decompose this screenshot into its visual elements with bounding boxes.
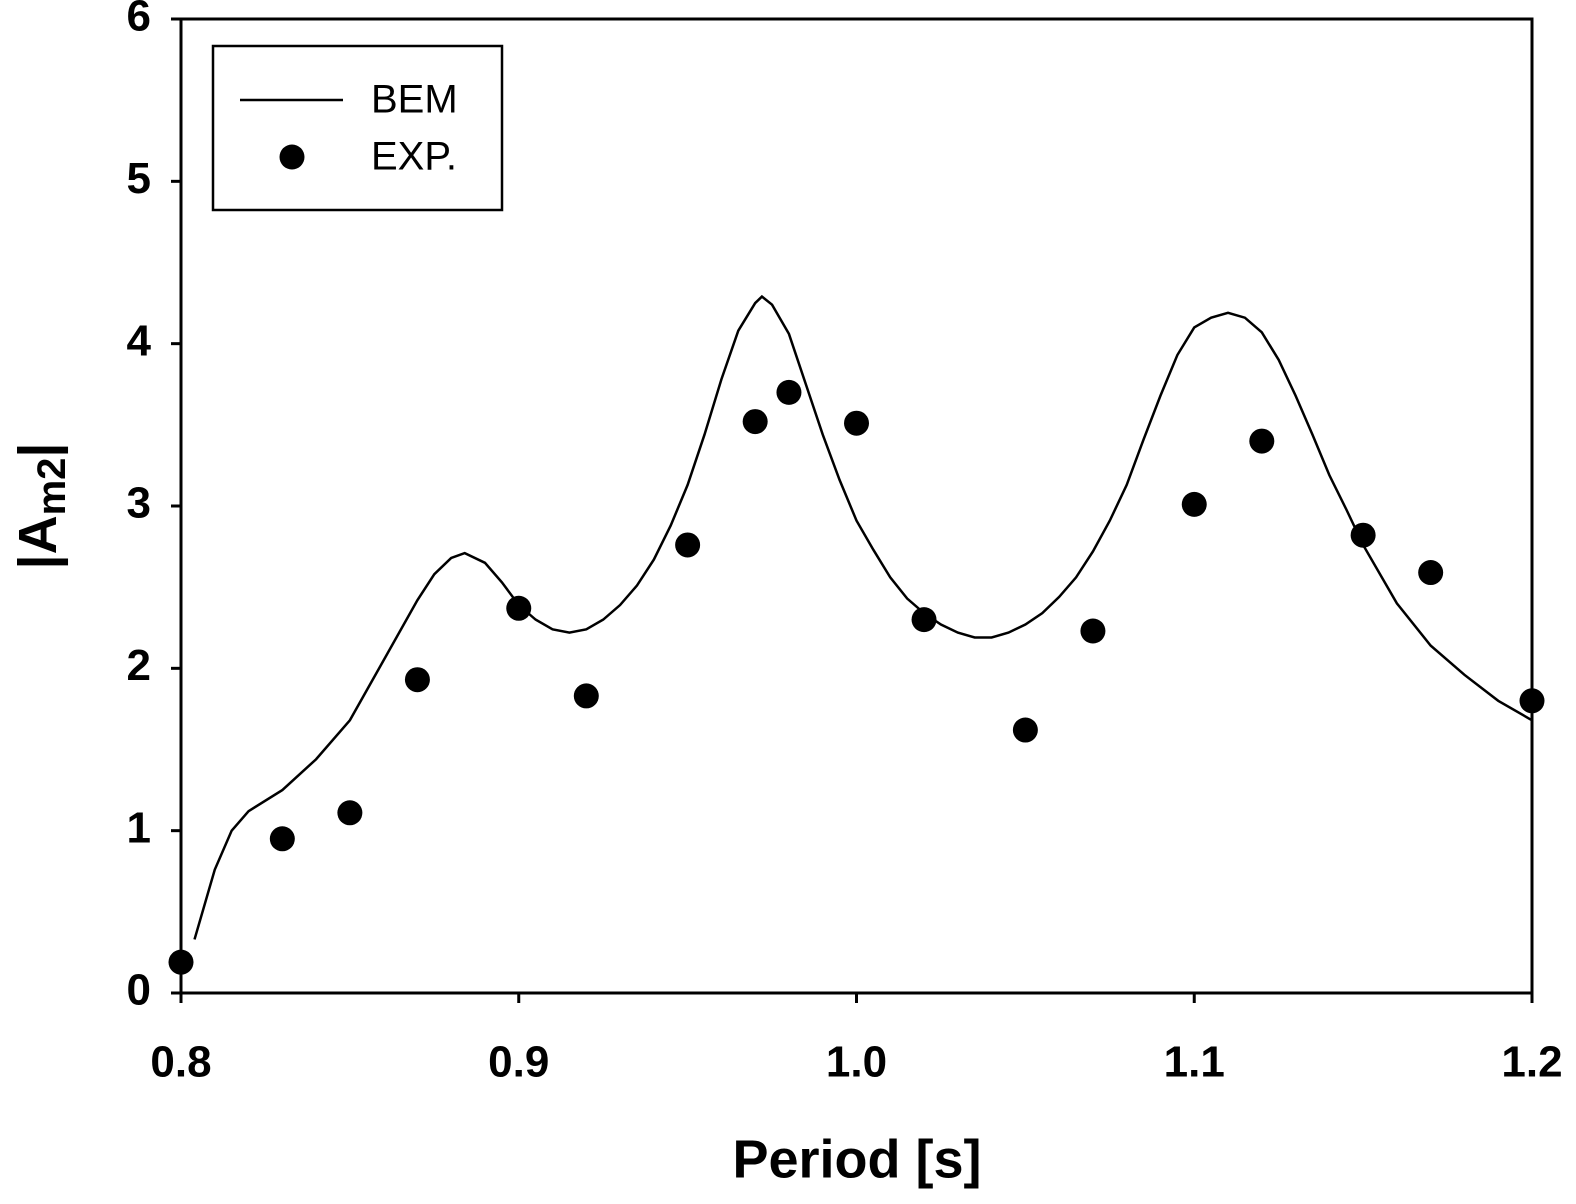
y-tick-label: 2 <box>127 641 151 690</box>
exp-point <box>776 379 802 405</box>
y-tick-label: 3 <box>127 479 151 528</box>
y-axis-title-sub: m2 <box>30 458 74 516</box>
x-tick-label: 1.1 <box>1164 1038 1225 1087</box>
x-tick-label: 1.0 <box>826 1038 887 1087</box>
y-axis-title-part: |A <box>8 515 69 569</box>
exp-point <box>1080 618 1106 644</box>
x-tick-label: 0.8 <box>150 1038 211 1087</box>
x-axis-title: Period [s] <box>732 1129 981 1189</box>
exp-point <box>1249 428 1275 454</box>
exp-point <box>404 667 430 693</box>
exp-point <box>844 410 869 436</box>
bem-line <box>193 294 1533 940</box>
exp-point <box>337 800 363 826</box>
y-tick-label: 1 <box>127 803 151 852</box>
legend-box <box>211 44 504 212</box>
exp-point <box>168 949 194 975</box>
exp-point <box>1519 688 1545 714</box>
y-tick-label: 4 <box>127 316 152 365</box>
y-axis-title-part: | <box>8 442 69 457</box>
exp-point <box>1012 717 1038 743</box>
legend-label: BEM <box>371 78 458 122</box>
legend-label: EXP. <box>371 135 457 179</box>
exp-point <box>506 595 532 621</box>
y-tick-label: 0 <box>127 966 151 1015</box>
x-tick-label: 1.2 <box>1501 1038 1562 1087</box>
y-tick-label: 6 <box>127 0 151 41</box>
exp-point <box>573 683 599 709</box>
y-tick-label: 5 <box>127 154 151 203</box>
exp-point <box>1181 491 1207 517</box>
y-axis-title: |Am2| <box>8 442 73 569</box>
exp-point <box>269 826 295 852</box>
x-tick-label: 0.9 <box>488 1038 549 1087</box>
exp-point <box>1418 560 1444 586</box>
exp-point <box>675 532 701 558</box>
exp-point <box>1350 522 1376 548</box>
legend-marker <box>279 144 305 170</box>
exp-point <box>742 409 768 435</box>
exp-point <box>911 607 937 633</box>
